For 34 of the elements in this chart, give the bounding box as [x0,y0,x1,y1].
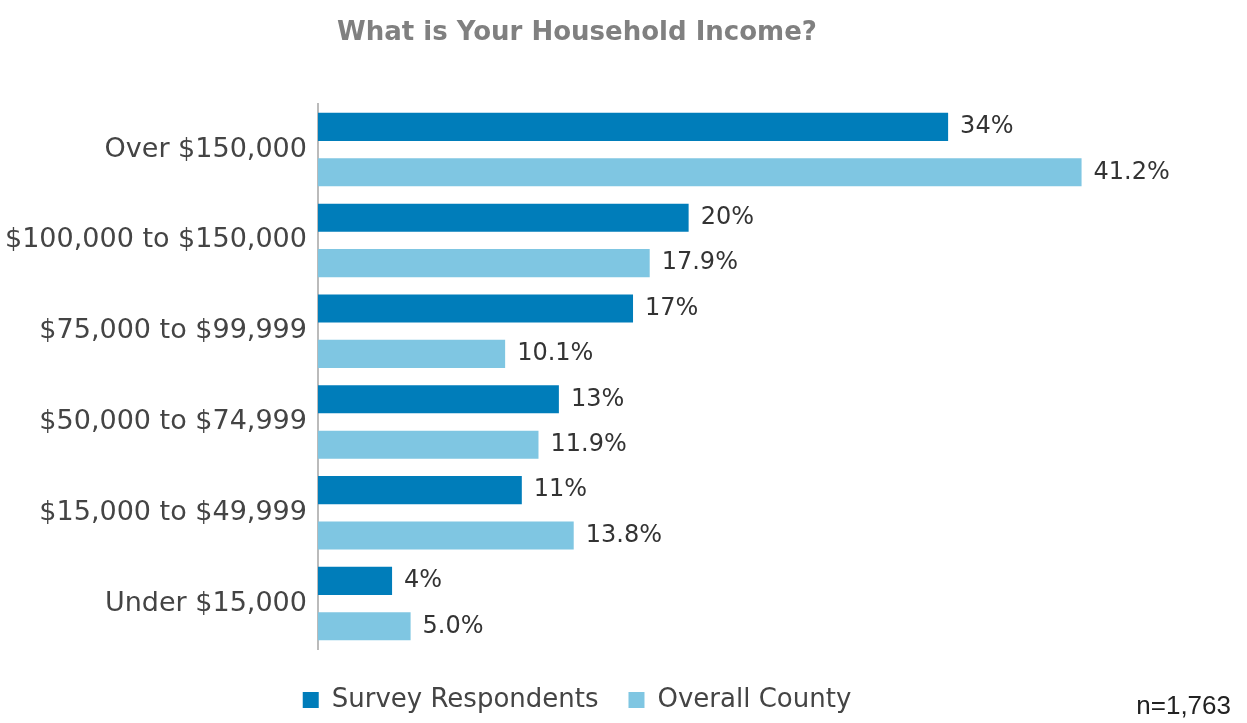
data-label: 17% [645,292,699,321]
bar [317,612,411,641]
data-label: 10.1% [517,338,594,367]
bar [317,476,522,505]
data-label: 41.2% [1093,156,1170,185]
bar [317,203,689,232]
data-label: 11.9% [550,428,627,457]
data-label: 4% [404,565,443,594]
y-tick-label: Under $15,000 [104,585,307,617]
legend-label: Overall County [657,682,852,713]
bar [317,566,393,595]
y-tick-label: $50,000 to $74,999 [39,404,307,436]
y-tick-label: $15,000 to $49,999 [39,494,307,526]
legend-label: Survey Respondents [331,682,599,713]
y-tick-label: $75,000 to $99,999 [39,313,307,345]
data-label: 17.9% [661,247,738,276]
bar [317,249,650,278]
data-label: 34% [960,111,1014,140]
data-label: 5.0% [422,610,484,639]
bar [317,112,949,141]
chart-title: What is Your Household Income? [337,16,817,47]
data-label: 13% [570,383,625,412]
bar [317,158,1082,187]
data-label: 13.8% [585,519,662,548]
bar [317,521,574,550]
y-tick-label: Over $150,000 [104,131,307,163]
bar [317,385,559,414]
text: n=1,763 [1136,690,1231,721]
bar [317,339,506,368]
bar [317,430,539,459]
y-tick-label: $100,000 to $150,000 [4,222,307,254]
data-label: 20% [700,201,754,230]
bar [317,294,634,323]
data-label: 11% [533,474,588,503]
